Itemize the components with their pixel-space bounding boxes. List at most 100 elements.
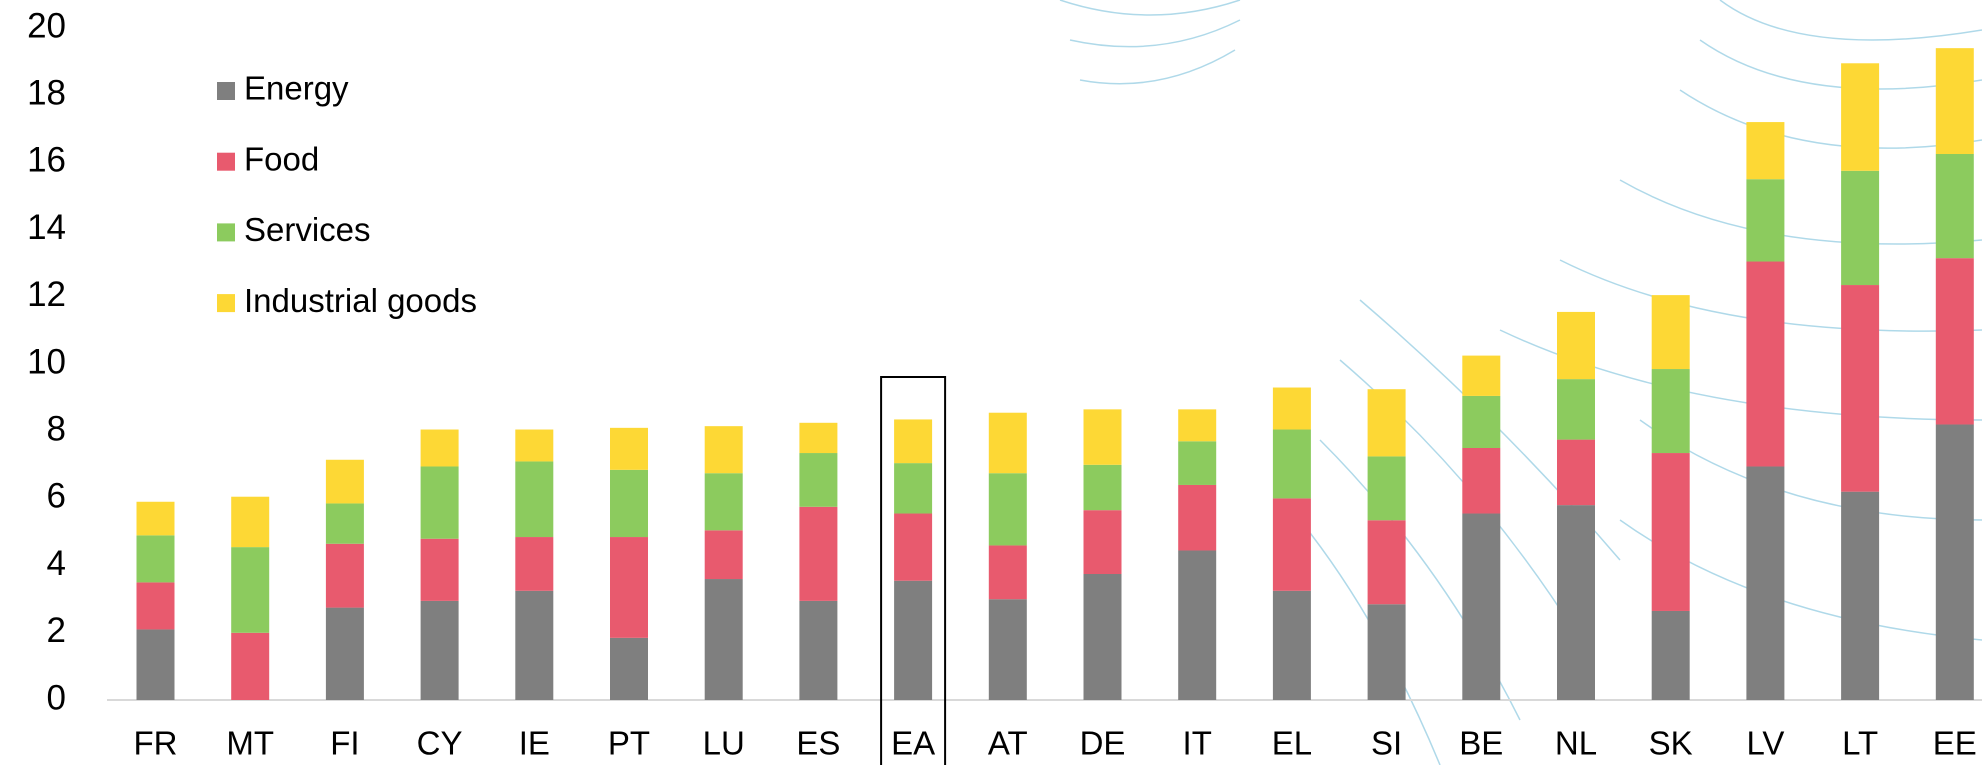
bar-segment — [610, 469, 648, 538]
bar-segment — [1935, 424, 1974, 700]
bar-segment — [1557, 379, 1595, 440]
bar-segment — [704, 579, 743, 700]
bar-segment — [136, 501, 175, 536]
y-tick-label: 20 — [27, 6, 66, 45]
bar-segment — [1178, 550, 1217, 700]
bar-segment — [136, 535, 175, 583]
bar-segment — [1272, 387, 1311, 430]
y-tick-label: 10 — [27, 342, 66, 381]
bar-segment — [1083, 510, 1122, 574]
bar-segment — [1272, 429, 1311, 499]
bar-segment — [1651, 453, 1690, 611]
bar-segment — [1462, 395, 1501, 448]
x-tick-label: EA — [891, 725, 935, 762]
bar-segment — [799, 600, 838, 700]
bar-segment — [515, 461, 554, 538]
bar-segment — [325, 503, 364, 544]
bar-segment — [1178, 484, 1217, 551]
bar-segment — [420, 538, 459, 601]
bar-segment — [1557, 311, 1595, 380]
x-tick-label: AT — [988, 725, 1028, 762]
bar-segment — [988, 412, 1027, 474]
bar-segment — [1841, 491, 1880, 700]
bar-segment — [1935, 258, 1974, 425]
bar-segment — [610, 537, 648, 638]
bar-segment — [894, 580, 933, 700]
bar-segment — [1367, 604, 1406, 700]
bar-segment — [894, 419, 933, 464]
x-tick-label: EE — [1933, 725, 1977, 762]
x-tick-label: CY — [417, 725, 463, 762]
bar-segment — [515, 590, 554, 700]
y-tick-label: 4 — [47, 544, 66, 583]
bar-segment — [1083, 409, 1122, 465]
bar-segment — [610, 427, 648, 470]
bar-segment — [325, 543, 364, 608]
bar-segment — [1841, 63, 1880, 171]
bar-segment — [799, 453, 838, 507]
bar-segment — [136, 582, 175, 630]
bar-segment — [1651, 295, 1690, 370]
bar-segment — [988, 599, 1027, 700]
y-tick-label: 16 — [27, 141, 66, 180]
x-tick-label: IE — [519, 725, 550, 762]
y-tick-label: 12 — [27, 275, 66, 314]
x-tick-label: BE — [1459, 725, 1503, 762]
bar-segment — [799, 506, 838, 601]
bar-segment — [515, 429, 554, 462]
bar-segment — [325, 607, 364, 700]
x-tick-label: IT — [1183, 725, 1212, 762]
x-tick-label: SI — [1371, 725, 1402, 762]
x-tick-label: ES — [796, 725, 840, 762]
bar-segment — [1272, 590, 1311, 700]
bar-segment — [1462, 355, 1501, 396]
bar-segment — [704, 426, 743, 474]
y-tick-label: 6 — [47, 477, 66, 516]
bar-segment — [1746, 179, 1785, 262]
legend-label: Food — [244, 140, 319, 177]
bar-segment — [1935, 48, 1974, 154]
bar-segment — [420, 600, 459, 700]
x-tick-label: FI — [330, 725, 359, 762]
bar-segment — [1651, 610, 1690, 700]
bar-segment — [1083, 574, 1122, 700]
bar-segment — [231, 496, 270, 548]
highlight-box — [880, 376, 947, 765]
bar-segment — [799, 422, 838, 454]
bar-segment — [1841, 170, 1880, 286]
bar-segment — [1462, 448, 1501, 514]
x-tick-label: LT — [1842, 725, 1878, 762]
legend-swatch — [217, 82, 235, 100]
x-tick-label: NL — [1555, 725, 1597, 762]
x-tick-label: SK — [1649, 725, 1693, 762]
x-tick-label: LU — [703, 725, 745, 762]
y-tick-label: 2 — [47, 611, 66, 650]
bar-segment — [1651, 369, 1690, 454]
y-tick-label: 8 — [47, 409, 66, 448]
bar-segment — [325, 459, 364, 504]
bar-segment — [231, 547, 270, 633]
bar-segment — [1746, 122, 1785, 180]
bar-segment — [1178, 441, 1217, 485]
bar-segment — [610, 637, 648, 700]
bar-segment — [1367, 456, 1406, 521]
bar-segment — [894, 463, 933, 514]
x-tick-label: LV — [1746, 725, 1784, 762]
x-tick-label: MT — [226, 725, 274, 762]
bar-segment — [704, 473, 743, 531]
bar-segment — [515, 537, 554, 591]
bar-segment — [988, 545, 1027, 600]
bar-segment — [1083, 464, 1122, 511]
legend-swatch — [217, 223, 235, 242]
bar-segment — [420, 466, 459, 539]
bar-segment — [1841, 285, 1880, 492]
bar-segment — [231, 632, 270, 700]
legend-swatch — [217, 152, 235, 171]
bar-segment — [1178, 409, 1217, 442]
legend-label: Services — [244, 211, 371, 248]
legend-label: Industrial goods — [244, 282, 477, 319]
bar-segment — [894, 513, 933, 581]
bar-segment — [1367, 389, 1406, 457]
